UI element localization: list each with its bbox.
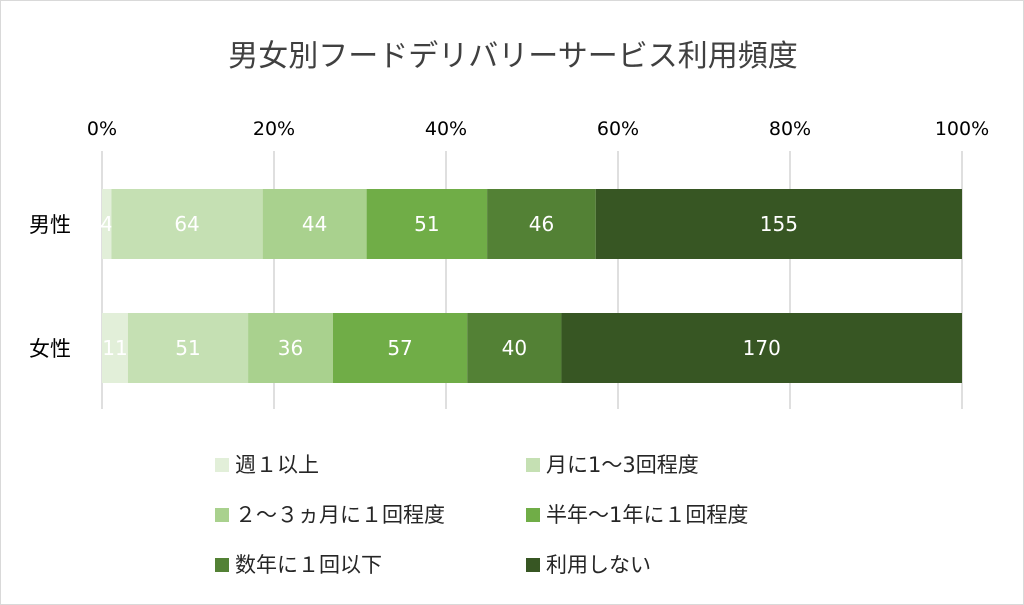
bar-segment	[111, 189, 263, 259]
bar-segment	[467, 313, 562, 383]
data-label: 51	[414, 212, 439, 236]
x-tick-label: 60%	[597, 118, 639, 140]
legend-label: 利用しない	[546, 553, 651, 577]
bar-segment	[102, 313, 128, 383]
data-label: 64	[174, 212, 199, 236]
legend-item: 利用しない	[526, 553, 651, 577]
legend-swatch	[215, 508, 229, 522]
legend-swatch	[526, 458, 540, 472]
bar-segment	[366, 189, 488, 259]
bar-segment	[248, 313, 333, 383]
legend-swatch	[526, 508, 540, 522]
bar-segment	[561, 313, 962, 383]
x-tick-label: 0%	[87, 118, 117, 140]
data-label: 46	[529, 212, 554, 236]
data-label: 57	[387, 336, 412, 360]
bar-segment	[595, 189, 962, 259]
data-label: 4	[100, 212, 113, 236]
category-label: 男性	[29, 213, 71, 237]
legend-item: ２〜３ヵ月に１回程度	[215, 503, 445, 527]
bars: 4 64 44 51 46 155 11 51 36 57 40 170	[100, 189, 962, 383]
legend-swatch	[215, 558, 229, 572]
x-tick-label: 20%	[253, 118, 295, 140]
legend-label: 半年〜1年に１回程度	[546, 503, 748, 527]
bar-segment	[262, 189, 367, 259]
bar-segment	[102, 189, 112, 259]
chart-title: 男女別フードデリバリーサービス利用頻度	[228, 39, 797, 74]
legend-label: 週１以上	[235, 453, 319, 477]
data-label: 36	[278, 336, 303, 360]
data-label: 44	[302, 212, 327, 236]
legend-item: 数年に１回以下	[215, 553, 382, 577]
legend-swatch	[526, 558, 540, 572]
legend-swatch	[215, 458, 229, 472]
data-label: 170	[743, 336, 781, 360]
x-tick-label: 40%	[425, 118, 467, 140]
legend-label: 月に1〜3回程度	[546, 453, 699, 477]
x-axis-ticks: 0% 20% 40% 60% 80% 100%	[87, 118, 989, 140]
legend-label: 数年に１回以下	[235, 553, 382, 577]
legend-label: ２〜３ヵ月に１回程度	[235, 503, 445, 527]
x-tick-label: 80%	[769, 118, 811, 140]
data-label: 51	[175, 336, 200, 360]
legend-item: 半年〜1年に１回程度	[526, 503, 748, 527]
data-label: 40	[502, 336, 527, 360]
legend-item: 週１以上	[215, 453, 319, 477]
data-label: 155	[760, 212, 798, 236]
data-label: 11	[102, 336, 127, 360]
bar-segment	[127, 313, 249, 383]
bar-segment	[487, 189, 596, 259]
bar-segment	[332, 313, 468, 383]
x-tick-label: 100%	[935, 118, 989, 140]
category-label: 女性	[29, 337, 71, 361]
legend-item: 月に1〜3回程度	[526, 453, 699, 477]
